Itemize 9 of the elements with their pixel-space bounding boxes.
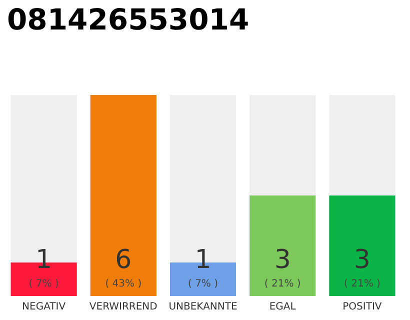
x-tick-label: UNBEKANNTE: [168, 302, 238, 312]
data-label: 3 ( 21% ): [344, 245, 380, 290]
chart-title: 081426553014: [7, 2, 250, 36]
x-tick-label: VERWIRREND: [89, 302, 158, 312]
x-tick-label: POSITIV: [342, 302, 382, 312]
data-label: 3 ( 21% ): [264, 245, 301, 290]
x-tick-label: NEGATIV: [22, 302, 66, 312]
data-label: 6 ( 43% ): [105, 245, 142, 290]
x-tick-label: EGAL: [269, 302, 296, 312]
